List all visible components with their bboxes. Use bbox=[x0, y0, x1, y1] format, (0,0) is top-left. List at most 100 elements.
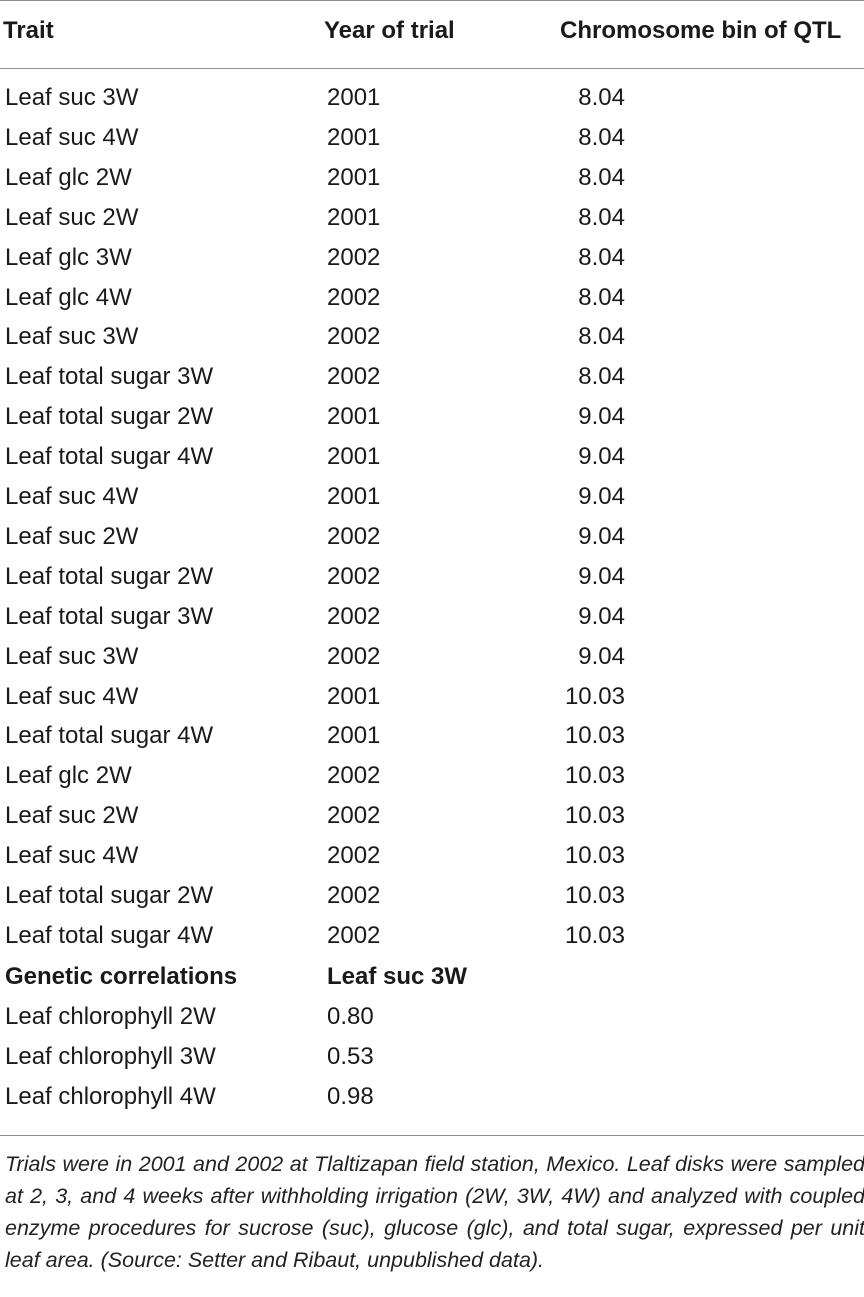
cell-trait: Leaf glc 4W bbox=[5, 284, 132, 311]
table-row: Leaf total sugar 4W 2001 9.04 bbox=[0, 443, 864, 483]
table-row: Leaf suc 2W 2001 8.04 bbox=[0, 204, 864, 244]
table-bottom-rule bbox=[0, 1135, 864, 1136]
table-footnote: Trials were in 2001 and 2002 at Tlaltiza… bbox=[5, 1152, 864, 1272]
table-row: Leaf glc 2W 2001 8.04 bbox=[0, 164, 864, 204]
cell-bin: 10.03 bbox=[564, 722, 625, 749]
table-row: Leaf total sugar 4W 2001 10.03 bbox=[0, 722, 864, 762]
cell-bin: 9.04 bbox=[578, 523, 625, 550]
table-row: Leaf suc 4W 2002 10.03 bbox=[0, 842, 864, 882]
table-row: Leaf total sugar 2W 2002 9.04 bbox=[0, 563, 864, 603]
cell-bin: 8.04 bbox=[578, 284, 625, 311]
cell-year: 2002 bbox=[327, 802, 381, 829]
cell-year: 2002 bbox=[327, 762, 381, 789]
cell-trait: Leaf total sugar 4W bbox=[5, 443, 214, 470]
correlation-row: Leaf chlorophyll 2W 0.80 bbox=[0, 1003, 864, 1043]
cell-year: 2001 bbox=[327, 84, 381, 111]
cell-trait: Leaf suc 3W bbox=[5, 84, 139, 111]
cell-trait: Leaf total sugar 2W bbox=[5, 882, 214, 909]
table-row: Leaf total sugar 3W 2002 9.04 bbox=[0, 603, 864, 643]
cell-bin: 9.04 bbox=[578, 403, 625, 430]
cell-correlation: 0.80 bbox=[327, 1003, 374, 1030]
cell-trait: Leaf chlorophyll 4W bbox=[5, 1083, 216, 1110]
cell-bin: 9.04 bbox=[578, 443, 625, 470]
cell-trait: Leaf glc 3W bbox=[5, 244, 132, 271]
cell-year: 2002 bbox=[327, 563, 381, 590]
cell-year: 2001 bbox=[327, 204, 381, 231]
header-year: Year of trial bbox=[324, 17, 455, 44]
cell-year: 2002 bbox=[327, 363, 381, 390]
cell-bin: 8.04 bbox=[578, 84, 625, 111]
cell-trait: Leaf total sugar 3W bbox=[5, 363, 214, 390]
cell-bin: 10.03 bbox=[564, 842, 625, 869]
cell-trait: Leaf suc 4W bbox=[5, 683, 139, 710]
table-row: Leaf suc 3W 2002 9.04 bbox=[0, 643, 864, 683]
cell-year: 2002 bbox=[327, 922, 381, 949]
table-row: Leaf suc 4W 2001 10.03 bbox=[0, 683, 864, 723]
cell-trait: Leaf total sugar 4W bbox=[5, 722, 214, 749]
cell-bin: 8.04 bbox=[578, 363, 625, 390]
cell-trait: Leaf chlorophyll 2W bbox=[5, 1003, 216, 1030]
cell-trait: Leaf suc 2W bbox=[5, 523, 139, 550]
header-rule bbox=[0, 68, 864, 69]
cell-bin: 8.04 bbox=[578, 164, 625, 191]
cell-year: 2002 bbox=[327, 284, 381, 311]
cell-trait: Leaf suc 2W bbox=[5, 802, 139, 829]
correlation-row: Leaf chlorophyll 4W 0.98 bbox=[0, 1083, 864, 1123]
cell-trait: Leaf suc 2W bbox=[5, 204, 139, 231]
cell-bin: 10.03 bbox=[564, 683, 625, 710]
correlation-row: Leaf chlorophyll 3W 0.53 bbox=[0, 1043, 864, 1083]
cell-trait: Leaf suc 3W bbox=[5, 323, 139, 350]
table-row: Leaf total sugar 2W 2001 9.04 bbox=[0, 403, 864, 443]
cell-trait: Leaf total sugar 4W bbox=[5, 922, 214, 949]
correlations-column: Leaf suc 3W bbox=[327, 963, 468, 990]
cell-bin: 9.04 bbox=[578, 483, 625, 510]
cell-trait: Leaf glc 2W bbox=[5, 762, 132, 789]
cell-year: 2002 bbox=[327, 244, 381, 271]
cell-trait: Leaf suc 3W bbox=[5, 643, 139, 670]
header-bin: Chromosome bin of QTL bbox=[560, 17, 842, 44]
table-top-rule bbox=[0, 0, 864, 1]
cell-year: 2001 bbox=[327, 124, 381, 151]
cell-trait: Leaf suc 4W bbox=[5, 842, 139, 869]
cell-year: 2001 bbox=[327, 683, 381, 710]
cell-trait: Leaf total sugar 2W bbox=[5, 563, 214, 590]
cell-year: 2001 bbox=[327, 443, 381, 470]
cell-trait: Leaf suc 4W bbox=[5, 483, 139, 510]
cell-year: 2002 bbox=[327, 882, 381, 909]
cell-trait: Leaf total sugar 2W bbox=[5, 403, 214, 430]
table-row: Leaf suc 3W 2002 8.04 bbox=[0, 323, 864, 363]
cell-trait: Leaf glc 2W bbox=[5, 164, 132, 191]
cell-year: 2001 bbox=[327, 164, 381, 191]
table-row: Leaf suc 2W 2002 10.03 bbox=[0, 802, 864, 842]
table-row: Leaf total sugar 4W 2002 10.03 bbox=[0, 922, 864, 962]
cell-bin: 10.03 bbox=[564, 802, 625, 829]
cell-year: 2002 bbox=[327, 603, 381, 630]
cell-bin: 10.03 bbox=[564, 762, 625, 789]
cell-bin: 9.04 bbox=[578, 563, 625, 590]
table-row: Leaf suc 2W 2002 9.04 bbox=[0, 523, 864, 563]
cell-trait: Leaf suc 4W bbox=[5, 124, 139, 151]
table-row: Leaf glc 2W 2002 10.03 bbox=[0, 762, 864, 802]
table-row: Leaf suc 4W 2001 9.04 bbox=[0, 483, 864, 523]
table-row: Leaf suc 4W 2001 8.04 bbox=[0, 124, 864, 164]
cell-year: 2002 bbox=[327, 842, 381, 869]
correlations-title: Genetic correlations bbox=[5, 963, 238, 990]
table-row: Leaf glc 4W 2002 8.04 bbox=[0, 284, 864, 324]
cell-year: 2002 bbox=[327, 323, 381, 350]
table-row: Leaf total sugar 3W 2002 8.04 bbox=[0, 363, 864, 403]
correlations-header-row: Genetic correlations Leaf suc 3W bbox=[0, 963, 864, 1003]
cell-bin: 8.04 bbox=[578, 124, 625, 151]
cell-trait: Leaf chlorophyll 3W bbox=[5, 1043, 216, 1070]
cell-year: 2001 bbox=[327, 483, 381, 510]
cell-bin: 10.03 bbox=[564, 882, 625, 909]
cell-year: 2001 bbox=[327, 403, 381, 430]
cell-year: 2002 bbox=[327, 643, 381, 670]
cell-bin: 8.04 bbox=[578, 244, 625, 271]
cell-bin: 10.03 bbox=[564, 922, 625, 949]
cell-year: 2001 bbox=[327, 722, 381, 749]
cell-correlation: 0.98 bbox=[327, 1083, 374, 1110]
cell-bin: 9.04 bbox=[578, 643, 625, 670]
cell-bin: 9.04 bbox=[578, 603, 625, 630]
header-trait: Trait bbox=[3, 17, 54, 44]
cell-correlation: 0.53 bbox=[327, 1043, 374, 1070]
